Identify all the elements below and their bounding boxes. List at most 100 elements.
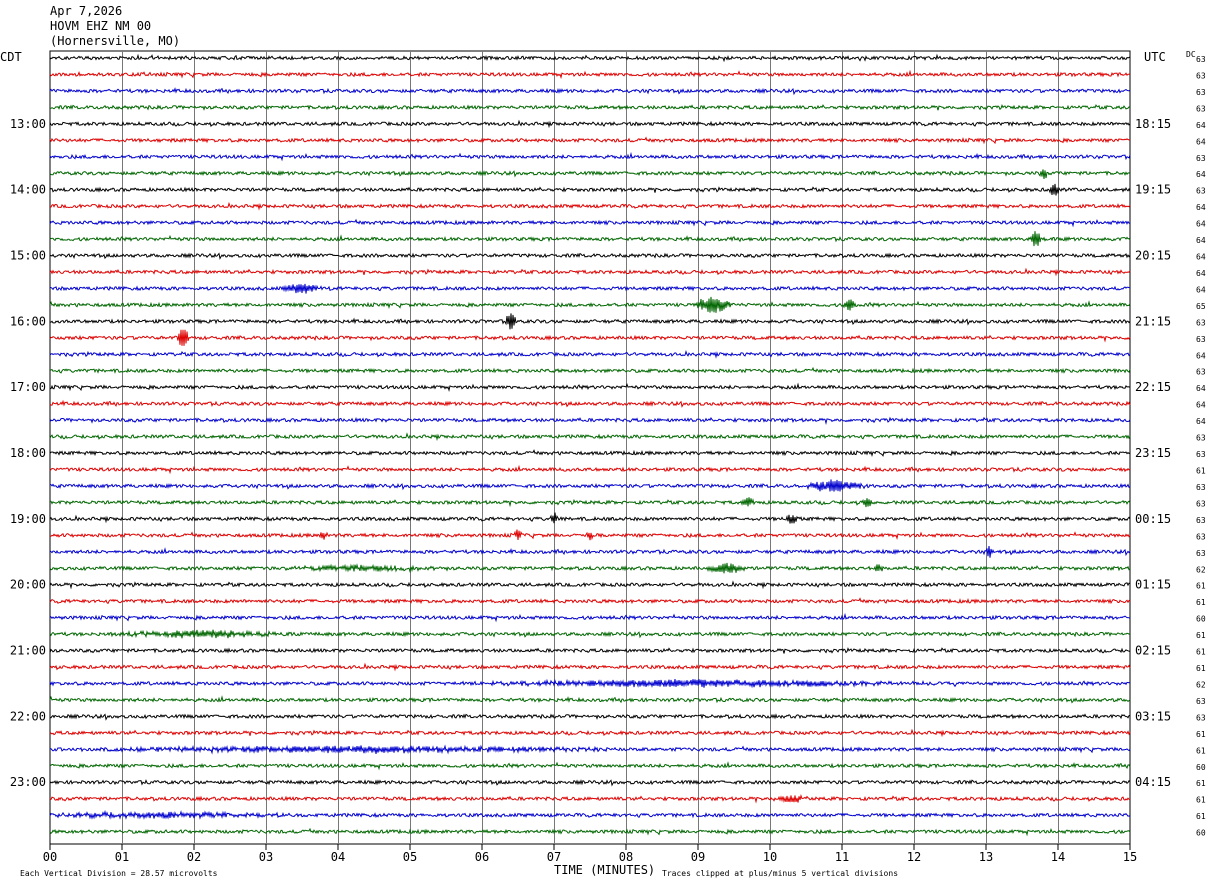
footer-scale-note: Each Vertical Division = 28.57 microvolt… xyxy=(20,869,218,878)
dc-value: 63 xyxy=(1196,499,1206,508)
dc-value: 64 xyxy=(1196,137,1206,146)
trace-line xyxy=(49,329,1131,346)
station-line: HOVM EHZ NM 00 xyxy=(50,19,151,33)
dc-value: 63 xyxy=(1196,88,1206,97)
dc-value: 64 xyxy=(1196,285,1206,294)
trace-line xyxy=(50,103,1131,111)
trace-line xyxy=(49,87,1131,96)
trace-line xyxy=(49,69,1131,80)
dc-value: 62 xyxy=(1196,680,1206,689)
trace-line xyxy=(49,296,1131,313)
trace-line xyxy=(49,827,1131,837)
dc-value: 61 xyxy=(1196,796,1206,805)
x-tick-label: 09 xyxy=(691,850,705,864)
trace-line xyxy=(49,761,1131,771)
trace-line xyxy=(49,267,1131,277)
dc-value: 63 xyxy=(1196,434,1206,443)
right-hour-label: 03:15 xyxy=(1135,709,1171,723)
dc-value: 64 xyxy=(1196,384,1206,393)
footer-clip-note: Traces clipped at plus/minus 5 vertical … xyxy=(662,869,898,878)
x-tick-label: 00 xyxy=(43,850,57,864)
trace-line xyxy=(49,283,1131,294)
dc-value: 63 xyxy=(1196,697,1206,706)
dc-value: 63 xyxy=(1196,104,1206,113)
trace-line xyxy=(49,53,1131,63)
trace-line xyxy=(49,728,1131,738)
trace-line xyxy=(49,136,1131,145)
dc-value: 64 xyxy=(1196,203,1206,212)
trace-line xyxy=(49,218,1131,228)
trace-line xyxy=(49,399,1131,408)
trace-line xyxy=(49,231,1131,247)
trace-line xyxy=(49,151,1131,162)
x-tick-label: 13 xyxy=(979,850,993,864)
dc-value: 63 xyxy=(1196,318,1206,327)
x-tick-label: 12 xyxy=(907,850,921,864)
dc-value: 61 xyxy=(1196,746,1206,755)
dc-value: 63 xyxy=(1196,55,1206,64)
x-tick-label: 11 xyxy=(835,850,849,864)
dc-value: 63 xyxy=(1196,335,1206,344)
trace-line xyxy=(49,183,1131,196)
right-hour-label: 04:15 xyxy=(1135,775,1171,789)
trace-line xyxy=(49,580,1131,590)
x-tick-label: 10 xyxy=(763,850,777,864)
dc-value: 64 xyxy=(1196,121,1206,130)
right-hour-label: 21:15 xyxy=(1135,314,1171,328)
trace-line xyxy=(49,432,1131,442)
trace-line xyxy=(49,416,1131,425)
trace-line xyxy=(49,119,1131,129)
trace-line xyxy=(49,744,1131,755)
dc-value: 64 xyxy=(1196,236,1206,245)
left-hour-label: 20:00 xyxy=(10,578,46,592)
dc-value: 61 xyxy=(1196,648,1206,657)
trace-line xyxy=(49,612,1131,623)
trace-line xyxy=(50,713,1131,721)
dc-value: 65 xyxy=(1196,302,1206,311)
right-timezone-label: UTC xyxy=(1144,50,1166,64)
x-axis-title: TIME (MINUTES) xyxy=(554,863,655,877)
dc-value: 64 xyxy=(1196,220,1206,229)
dc-value: 61 xyxy=(1196,812,1206,821)
trace-line xyxy=(49,562,1131,574)
trace-line xyxy=(49,597,1131,605)
trace-line xyxy=(49,252,1131,260)
dc-value: 61 xyxy=(1196,664,1206,673)
dc-value: 60 xyxy=(1196,829,1206,838)
trace-line xyxy=(49,629,1131,639)
x-tick-label: 14 xyxy=(1051,850,1065,864)
left-hour-label: 23:00 xyxy=(10,775,46,789)
trace-line xyxy=(49,464,1131,475)
dc-value: 62 xyxy=(1196,565,1206,574)
trace-line xyxy=(49,349,1131,359)
dc-value: 61 xyxy=(1196,582,1206,591)
trace-line xyxy=(50,529,1131,541)
trace-line xyxy=(49,809,1131,820)
x-tick-label: 02 xyxy=(187,850,201,864)
left-hour-label: 13:00 xyxy=(10,117,46,131)
trace-line xyxy=(49,546,1131,558)
dc-value: 61 xyxy=(1196,730,1206,739)
trace-line xyxy=(49,662,1131,672)
location-line: (Hornersville, MO) xyxy=(50,34,180,48)
x-tick-label: 06 xyxy=(475,850,489,864)
left-hour-label: 18:00 xyxy=(10,446,46,460)
x-tick-label: 05 xyxy=(403,850,417,864)
right-hour-label: 22:15 xyxy=(1135,380,1171,394)
left-hour-label: 22:00 xyxy=(10,709,46,723)
trace-line xyxy=(49,497,1131,508)
dc-value: 63 xyxy=(1196,532,1206,541)
right-hour-label: 19:15 xyxy=(1135,183,1171,197)
dc-value: 64 xyxy=(1196,269,1206,278)
right-hour-label: 01:15 xyxy=(1135,578,1171,592)
dc-value: 63 xyxy=(1196,549,1206,558)
x-tick-label: 15 xyxy=(1123,850,1137,864)
trace-line xyxy=(49,169,1131,180)
left-timezone-label: CDT xyxy=(0,50,22,64)
dc-value: 61 xyxy=(1196,598,1206,607)
dc-value: 63 xyxy=(1196,368,1206,377)
dc-value: 64 xyxy=(1196,401,1206,410)
x-tick-label: 08 xyxy=(619,850,633,864)
dc-value: 63 xyxy=(1196,71,1206,80)
